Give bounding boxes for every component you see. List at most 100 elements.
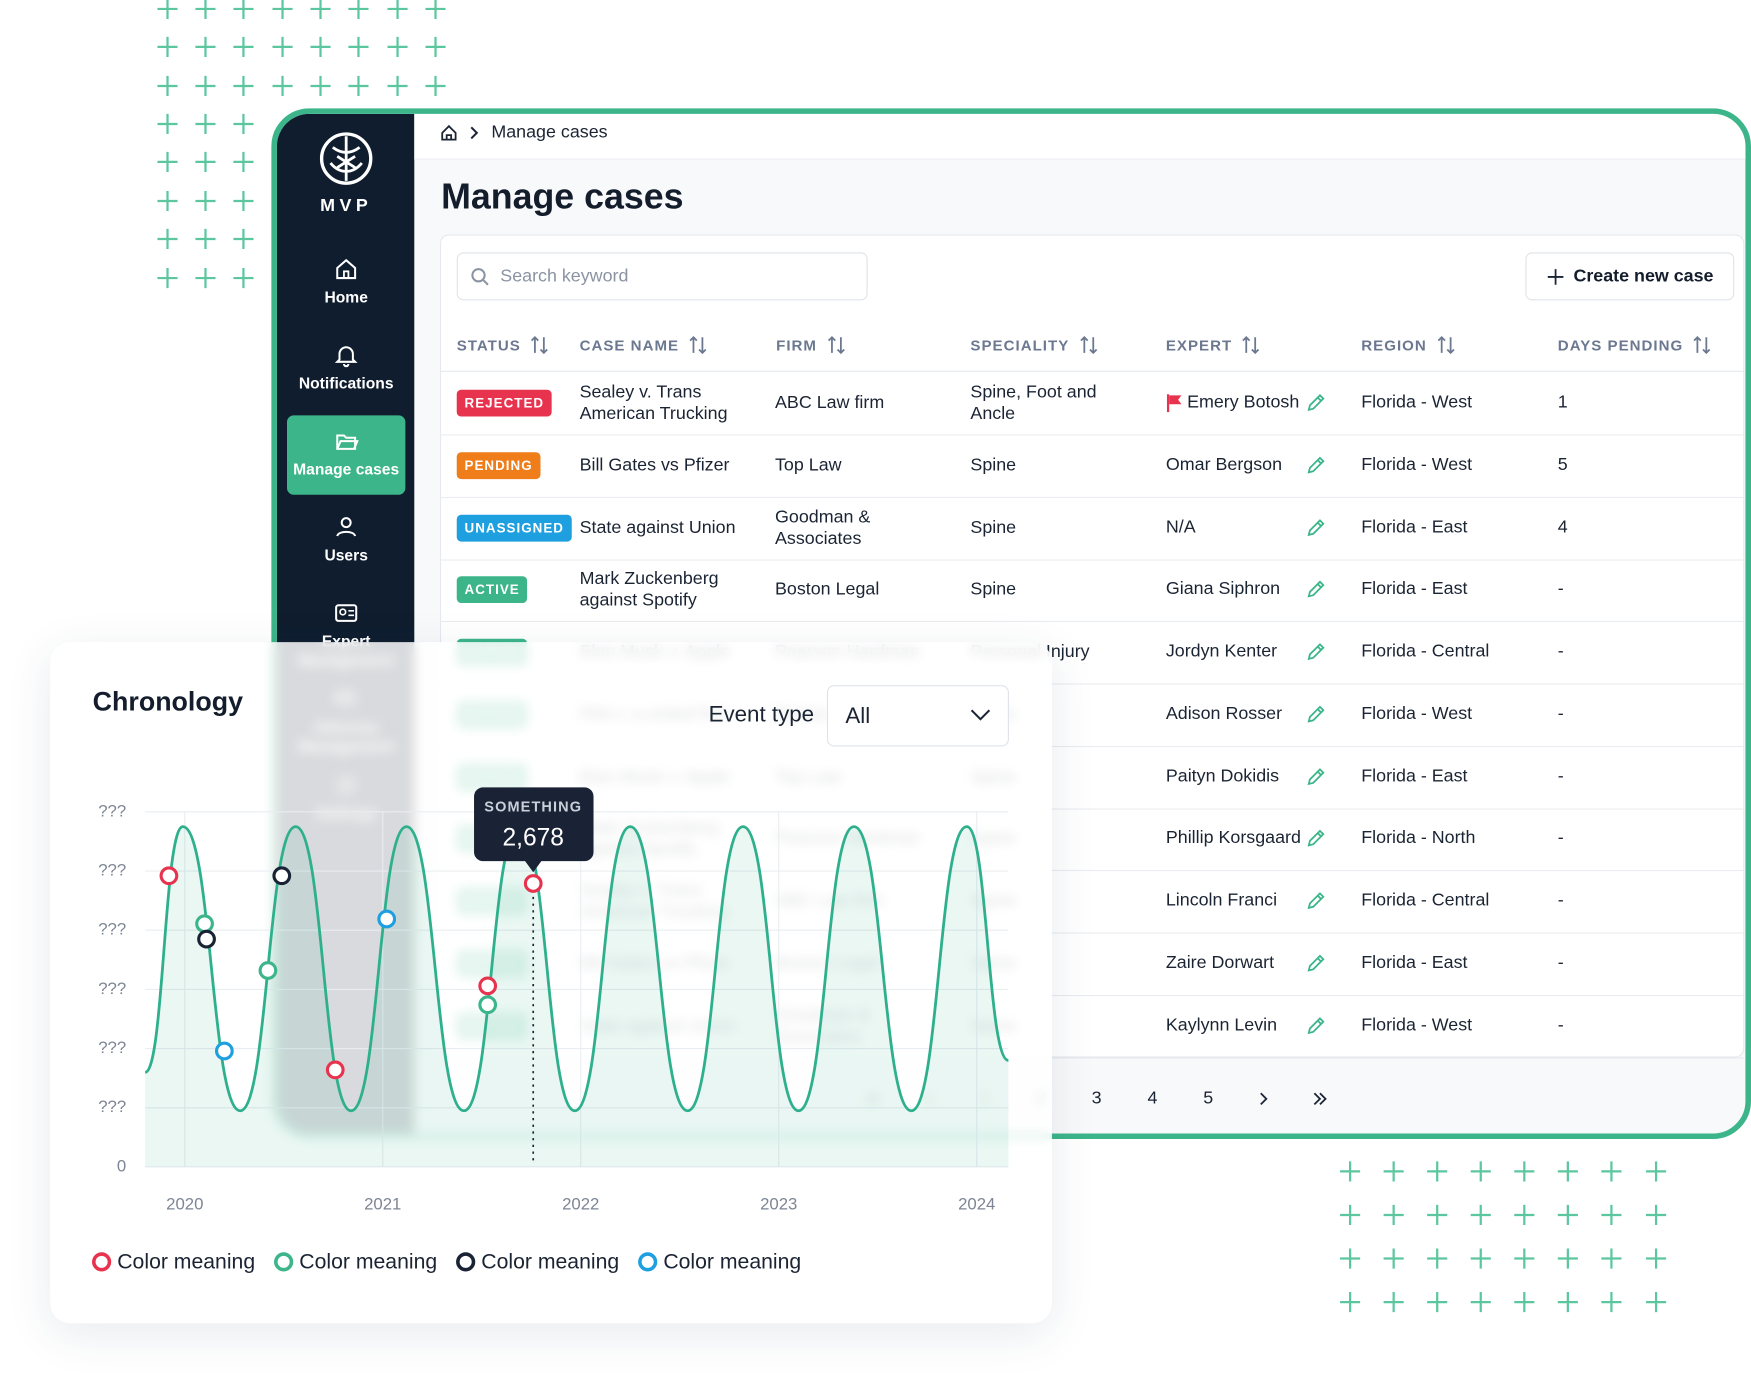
breadcrumb-separator xyxy=(469,125,480,141)
nav-icon-glyph xyxy=(335,604,358,622)
firm: ABC Law firm xyxy=(774,393,885,413)
plus-decoration xyxy=(233,151,254,172)
next-page-glyph xyxy=(1260,1092,1268,1106)
nav-icon-glyph xyxy=(336,258,357,280)
column-header[interactable]: FIRM xyxy=(776,333,845,358)
last-page[interactable] xyxy=(1312,1091,1328,1107)
page-number[interactable]: 5 xyxy=(1203,1088,1214,1108)
create-button[interactable]: Create new case xyxy=(1525,252,1735,301)
filter-label: Event type xyxy=(709,702,815,727)
edit-icon[interactable] xyxy=(1305,642,1325,662)
page-number[interactable]: 3 xyxy=(1091,1088,1102,1108)
x-tick-label: 2020 xyxy=(166,1194,203,1213)
edit-icon-glyph xyxy=(1307,394,1325,412)
y-tick-label: 0 xyxy=(117,1156,126,1175)
logo-glyph xyxy=(319,132,373,185)
edit-icon[interactable] xyxy=(1305,953,1325,973)
sort-icon xyxy=(1437,335,1455,355)
days-pending: - xyxy=(1557,1015,1564,1035)
legend-marker xyxy=(456,1252,476,1272)
edit-icon[interactable] xyxy=(1305,829,1325,849)
edit-icon[interactable] xyxy=(1305,455,1325,475)
region: Florida - West xyxy=(1361,455,1473,475)
column-header[interactable]: CASE NAME xyxy=(580,333,707,358)
nav-item[interactable]: Manage cases xyxy=(286,415,406,495)
days-pending: - xyxy=(1557,953,1564,973)
home-icon[interactable] xyxy=(440,124,458,142)
chronology-card: Chronology Event type All 0????????????????… xyxy=(50,642,1052,1324)
plus-decoration xyxy=(348,75,369,97)
days-pending: - xyxy=(1557,766,1564,786)
column-header[interactable]: STATUS xyxy=(457,333,549,358)
column-header[interactable]: EXPERT xyxy=(1166,333,1260,358)
edit-icon[interactable] xyxy=(1305,1016,1325,1036)
nav-label: Home xyxy=(324,288,368,306)
plus-decoration xyxy=(1557,1292,1578,1313)
speciality: Spine, Foot and Ancle xyxy=(970,383,1097,424)
expert: N/A xyxy=(1165,517,1196,537)
edit-icon[interactable] xyxy=(1305,393,1325,413)
plus-decoration xyxy=(1427,1248,1448,1269)
y-tick-label: ??? xyxy=(98,979,126,998)
nav-item[interactable]: Home xyxy=(287,243,405,322)
legend-marker xyxy=(638,1252,658,1272)
days-pending: 4 xyxy=(1557,517,1568,537)
legend-marker xyxy=(92,1252,112,1272)
x-tick-label: 2022 xyxy=(562,1194,599,1213)
plus-decoration xyxy=(1470,1292,1491,1313)
case-name: Bill Gates vs Pfizer xyxy=(579,455,730,475)
expert: Emery Botosh xyxy=(1187,393,1300,413)
edit-icon-glyph xyxy=(1307,767,1325,785)
event-point xyxy=(195,914,214,934)
page-title: Manage cases xyxy=(441,175,684,217)
plus-decoration xyxy=(195,190,216,212)
edit-icon[interactable] xyxy=(1305,518,1325,538)
column-header[interactable]: DAYS PENDING xyxy=(1558,333,1711,358)
tooltip-value: 2,678 xyxy=(503,824,564,851)
edit-icon-glyph xyxy=(1307,456,1325,474)
plus-decoration xyxy=(387,36,408,57)
region: Florida - Central xyxy=(1361,642,1490,662)
sort-icon xyxy=(1693,335,1711,355)
plus-decoration xyxy=(272,0,293,19)
edit-icon[interactable] xyxy=(1305,704,1325,724)
column-header[interactable]: REGION xyxy=(1361,333,1455,358)
column-header[interactable]: SPECIALITY xyxy=(970,333,1097,358)
legend-label: Color meaning xyxy=(117,1251,255,1274)
plus-decoration xyxy=(157,36,178,57)
plus-decoration xyxy=(1601,1292,1622,1313)
plus-decoration xyxy=(157,268,178,289)
edit-icon-glyph xyxy=(1307,705,1325,723)
edit-icon[interactable] xyxy=(1305,580,1325,600)
plus-decoration xyxy=(157,113,178,135)
edit-icon[interactable] xyxy=(1305,767,1325,787)
sort-icon xyxy=(1242,335,1260,355)
edit-icon[interactable] xyxy=(1305,891,1325,911)
page-number[interactable]: 4 xyxy=(1147,1088,1158,1108)
plus-decoration xyxy=(233,0,254,19)
event-type-select[interactable] xyxy=(826,685,1009,747)
plus-decoration xyxy=(425,0,446,19)
row-separator xyxy=(439,558,1745,561)
edit-icon-glyph xyxy=(1307,580,1325,598)
logo xyxy=(319,130,373,188)
plus-decoration xyxy=(233,268,254,289)
plus-decoration xyxy=(1646,1204,1667,1226)
sort-icon xyxy=(689,335,707,355)
nav-item[interactable]: Notifications xyxy=(287,329,405,408)
plus-decoration xyxy=(195,228,216,250)
search-icon xyxy=(470,267,490,287)
days-pending: - xyxy=(1557,828,1564,848)
region: Florida - East xyxy=(1361,953,1468,973)
header-separator xyxy=(439,370,1745,372)
plus-decoration xyxy=(272,75,293,97)
plus-decoration xyxy=(1427,1292,1448,1313)
region: Florida - East xyxy=(1361,517,1468,537)
edit-icon-glyph xyxy=(1307,643,1325,661)
nav-item[interactable]: Users xyxy=(287,501,405,580)
breadcrumb: Manage cases xyxy=(491,122,608,142)
search-box[interactable]: Search keyword xyxy=(456,252,868,301)
plus-decoration xyxy=(1383,1204,1404,1226)
plus-decoration xyxy=(1383,1292,1404,1313)
next-page[interactable] xyxy=(1259,1091,1270,1107)
